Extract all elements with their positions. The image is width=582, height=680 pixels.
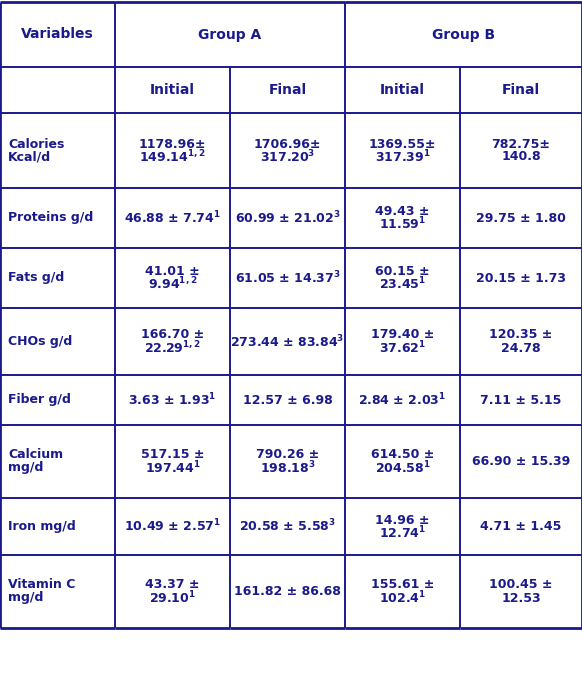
Text: 43.37 ±: 43.37 ± — [146, 579, 200, 592]
Bar — [0, 375, 582, 425]
Text: 11.59$^{\mathbf{1}}$: 11.59$^{\mathbf{1}}$ — [379, 216, 426, 233]
Text: Calcium: Calcium — [8, 449, 63, 462]
Text: 29.75 ± 1.80: 29.75 ± 1.80 — [476, 211, 566, 224]
Text: Initial: Initial — [380, 83, 425, 97]
Text: 1178.96±: 1178.96± — [139, 137, 206, 150]
Text: Kcal/d: Kcal/d — [8, 150, 51, 163]
Text: 23.45$^{\mathbf{1}}$: 23.45$^{\mathbf{1}}$ — [379, 276, 426, 293]
Text: 49.43 ±: 49.43 ± — [375, 205, 430, 218]
Text: 14.96 ±: 14.96 ± — [375, 513, 430, 526]
Text: 12.74$^{\mathbf{1}}$: 12.74$^{\mathbf{1}}$ — [379, 525, 426, 541]
Text: 155.61 ±: 155.61 ± — [371, 579, 434, 592]
Text: 4.71 ± 1.45: 4.71 ± 1.45 — [480, 520, 562, 533]
Text: CHOs g/d: CHOs g/d — [8, 335, 72, 348]
Text: Group B: Group B — [432, 27, 495, 41]
Text: mg/d: mg/d — [8, 462, 44, 475]
Text: 9.94$^{\mathbf{1,2}}$: 9.94$^{\mathbf{1,2}}$ — [148, 276, 197, 293]
Text: Proteins g/d: Proteins g/d — [8, 211, 93, 224]
Bar — [0, 425, 582, 498]
Text: 140.8: 140.8 — [501, 150, 541, 163]
Text: 198.18$^{\mathbf{3}}$: 198.18$^{\mathbf{3}}$ — [260, 460, 315, 476]
Text: Fats g/d: Fats g/d — [8, 271, 64, 284]
Text: 10.49 ± 2.57$^{\mathbf{1}}$: 10.49 ± 2.57$^{\mathbf{1}}$ — [124, 518, 221, 534]
Text: Group A: Group A — [198, 27, 262, 41]
Text: 197.44$^{\mathbf{1}}$: 197.44$^{\mathbf{1}}$ — [144, 460, 200, 476]
Text: 60.15 ±: 60.15 ± — [375, 265, 430, 278]
Text: 179.40 ±: 179.40 ± — [371, 328, 434, 341]
Text: 29.10$^{\mathbf{1}}$: 29.10$^{\mathbf{1}}$ — [149, 590, 196, 607]
Text: 149.14$^{\mathbf{1,2}}$: 149.14$^{\mathbf{1,2}}$ — [139, 149, 206, 165]
Text: 20.15 ± 1.73: 20.15 ± 1.73 — [476, 271, 566, 284]
Bar — [0, 308, 582, 375]
Text: 46.88 ± 7.74$^{\mathbf{1}}$: 46.88 ± 7.74$^{\mathbf{1}}$ — [124, 209, 221, 226]
Text: 204.58$^{\mathbf{1}}$: 204.58$^{\mathbf{1}}$ — [375, 460, 431, 476]
Text: 20.58 ± 5.58$^{\mathbf{3}}$: 20.58 ± 5.58$^{\mathbf{3}}$ — [239, 518, 336, 534]
Bar — [0, 188, 582, 248]
Text: 317.20$^{\mathbf{3}}$: 317.20$^{\mathbf{3}}$ — [260, 149, 315, 165]
Text: 782.75±: 782.75± — [492, 137, 551, 150]
Text: 60.99 ± 21.02$^{\mathbf{3}}$: 60.99 ± 21.02$^{\mathbf{3}}$ — [235, 209, 340, 226]
Text: Calories: Calories — [8, 137, 65, 150]
Text: 66.90 ± 15.39: 66.90 ± 15.39 — [472, 455, 570, 468]
Text: 102.4$^{\mathbf{1}}$: 102.4$^{\mathbf{1}}$ — [379, 590, 426, 607]
Text: Vitamin C: Vitamin C — [8, 579, 76, 592]
Text: 120.35 ±: 120.35 ± — [489, 328, 553, 341]
Text: mg/d: mg/d — [8, 592, 44, 605]
Text: 7.11 ± 5.15: 7.11 ± 5.15 — [480, 394, 562, 407]
Bar — [0, 2, 582, 67]
Text: Final: Final — [268, 83, 307, 97]
Text: 41.01 ±: 41.01 ± — [145, 265, 200, 278]
Text: Fiber g/d: Fiber g/d — [8, 394, 71, 407]
Bar — [0, 113, 582, 188]
Bar — [0, 555, 582, 628]
Text: 61.05 ± 14.37$^{\mathbf{3}}$: 61.05 ± 14.37$^{\mathbf{3}}$ — [235, 270, 340, 286]
Text: 161.82 ± 86.68: 161.82 ± 86.68 — [234, 585, 341, 598]
Text: 317.39$^{\mathbf{1}}$: 317.39$^{\mathbf{1}}$ — [375, 149, 431, 165]
Text: 166.70 ±: 166.70 ± — [141, 328, 204, 341]
Bar — [0, 498, 582, 555]
Text: 3.63 ± 1.93$^{\mathbf{1}}$: 3.63 ± 1.93$^{\mathbf{1}}$ — [128, 392, 217, 408]
Text: 22.29$^{\mathbf{1,2}}$: 22.29$^{\mathbf{1,2}}$ — [144, 340, 201, 356]
Text: 517.15 ±: 517.15 ± — [141, 449, 204, 462]
Text: 100.45 ±: 100.45 ± — [489, 579, 553, 592]
Text: 2.84 ± 2.03$^{\mathbf{1}}$: 2.84 ± 2.03$^{\mathbf{1}}$ — [359, 392, 446, 408]
Text: 273.44 ± 83.84$^{\mathbf{3}}$: 273.44 ± 83.84$^{\mathbf{3}}$ — [230, 333, 345, 350]
Text: 12.53: 12.53 — [501, 592, 541, 605]
Text: 24.78: 24.78 — [501, 341, 541, 354]
Text: Variables: Variables — [21, 27, 94, 41]
Text: Final: Final — [502, 83, 540, 97]
Bar — [0, 248, 582, 308]
Text: 614.50 ±: 614.50 ± — [371, 449, 434, 462]
Text: 1369.55±: 1369.55± — [369, 137, 436, 150]
Text: 12.57 ± 6.98: 12.57 ± 6.98 — [243, 394, 332, 407]
Text: 37.62$^{\mathbf{1}}$: 37.62$^{\mathbf{1}}$ — [379, 340, 426, 356]
Text: Iron mg/d: Iron mg/d — [8, 520, 76, 533]
Text: 790.26 ±: 790.26 ± — [256, 449, 319, 462]
Text: 1706.96±: 1706.96± — [254, 137, 321, 150]
Bar — [0, 67, 582, 113]
Text: Initial: Initial — [150, 83, 195, 97]
